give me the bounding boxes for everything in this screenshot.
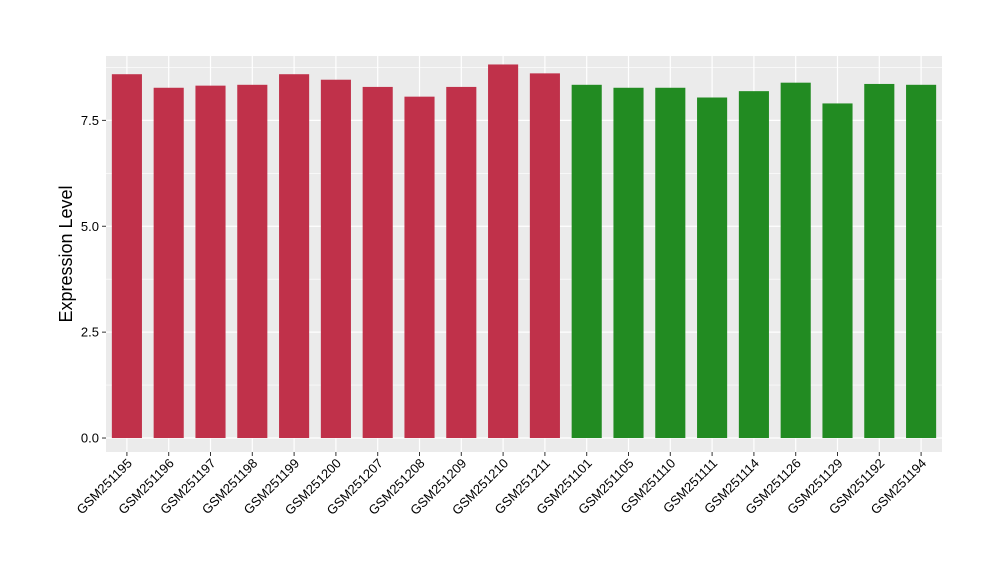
bar-gsm251195 bbox=[111, 74, 142, 439]
bar-gsm251114 bbox=[738, 91, 769, 439]
bar-gsm251196 bbox=[153, 87, 184, 439]
bar-gsm251101 bbox=[571, 84, 602, 439]
bar-gsm251200 bbox=[320, 79, 351, 439]
bar-gsm251211 bbox=[529, 73, 560, 439]
bar-gsm251105 bbox=[613, 87, 644, 439]
plot-panel bbox=[106, 56, 942, 452]
y-tick-label: 0.0 bbox=[81, 431, 99, 446]
bar-gsm251192 bbox=[864, 83, 895, 439]
bar-gsm251209 bbox=[446, 86, 477, 439]
bar-gsm251110 bbox=[655, 87, 686, 439]
bar-gsm251210 bbox=[488, 64, 519, 439]
bar-gsm251207 bbox=[362, 86, 393, 439]
bar-gsm251208 bbox=[404, 96, 435, 439]
y-tick-label: 2.5 bbox=[81, 325, 99, 340]
bar-gsm251197 bbox=[195, 85, 226, 439]
bar-gsm251111 bbox=[697, 97, 728, 439]
bar-gsm251198 bbox=[237, 84, 268, 439]
bars bbox=[111, 64, 937, 439]
y-tick-label: 7.5 bbox=[81, 113, 99, 128]
y-tick-label: 5.0 bbox=[81, 219, 99, 234]
bar-gsm251129 bbox=[822, 103, 853, 439]
bar-gsm251199 bbox=[279, 74, 310, 439]
y-axis-title: Expression Level bbox=[56, 185, 76, 322]
y-axis-ticks: 0.0 2.5 5.0 7.5 bbox=[81, 113, 106, 446]
bar-gsm251194 bbox=[906, 84, 937, 439]
bar-gsm251126 bbox=[780, 82, 811, 439]
x-axis-ticks: GSM251195GSM251196GSM251197GSM251198GSM2… bbox=[73, 452, 929, 518]
